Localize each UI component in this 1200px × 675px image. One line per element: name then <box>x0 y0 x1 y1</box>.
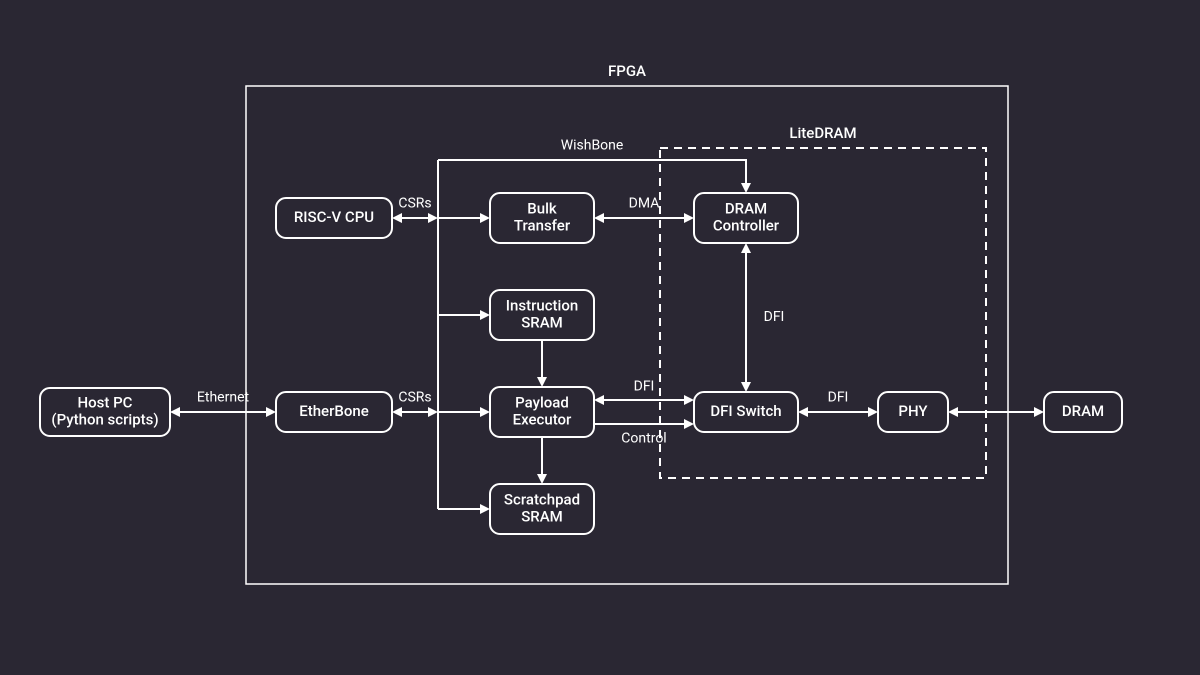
node-bulk-label-0: Bulk <box>527 199 557 217</box>
node-dramctl-label-1: Controller <box>713 216 780 234</box>
node-payload: PayloadExecutor <box>490 387 594 437</box>
architecture-diagram: FPGA LiteDRAM Host PC(Python scripts) Ether… <box>0 0 1200 675</box>
node-phy-label-0: PHY <box>898 402 928 420</box>
node-instr: InstructionSRAM <box>490 290 594 340</box>
edge-dramctl-dfisw-label: DFI <box>764 309 785 325</box>
node-payload-label-1: Executor <box>513 410 572 428</box>
node-scratch-label-0: Scratchpad <box>504 490 580 508</box>
node-payload-label-0: Payload <box>515 393 569 411</box>
edge-riscv-bus-label: CSRs <box>398 196 431 212</box>
edge-host-etherbone-label: Ethernet <box>197 390 250 406</box>
node-phy: PHY <box>878 392 948 432</box>
node-bulk: BulkTransfer <box>490 193 594 243</box>
wishbone-label: WishBone <box>561 138 624 154</box>
node-scratch: ScratchpadSRAM <box>490 484 594 534</box>
node-host: Host PC(Python scripts) <box>40 388 170 436</box>
wishbone-line <box>438 160 746 183</box>
edge-etherbone-bus-label: CSRs <box>398 390 431 406</box>
node-riscv-label-0: RISC-V CPU <box>294 208 374 226</box>
payload-dfi-top-label: DFI <box>634 379 655 395</box>
node-host-label-0: Host PC <box>78 393 133 411</box>
node-instr-label-1: SRAM <box>521 313 563 331</box>
node-host-label-1: (Python scripts) <box>51 410 158 428</box>
edge-dfisw-phy-label: DFI <box>828 390 849 406</box>
payload-dfi-bottom-label: Control <box>621 431 666 447</box>
fpga-label: FPGA <box>608 62 646 80</box>
node-dramctl-label-0: DRAM <box>725 199 767 217</box>
node-etherbone: EtherBone <box>276 392 392 432</box>
node-riscv: RISC-V CPU <box>276 198 392 238</box>
node-dram: DRAM <box>1044 392 1122 432</box>
node-bulk-label-1: Transfer <box>514 216 571 234</box>
node-dfiswitch-label-0: DFI Switch <box>710 402 781 420</box>
node-dramctl: DRAMController <box>694 193 798 243</box>
node-etherbone-label-0: EtherBone <box>299 402 369 420</box>
node-scratch-label-1: SRAM <box>521 507 563 525</box>
edge-bulk-dramctl-label: DMA <box>629 196 660 212</box>
node-instr-label-0: Instruction <box>506 296 578 314</box>
node-dram-label-0: DRAM <box>1062 402 1104 420</box>
node-dfiswitch: DFI Switch <box>694 392 798 432</box>
litedram-label: LiteDRAM <box>789 124 856 142</box>
litedram-container <box>660 148 986 478</box>
